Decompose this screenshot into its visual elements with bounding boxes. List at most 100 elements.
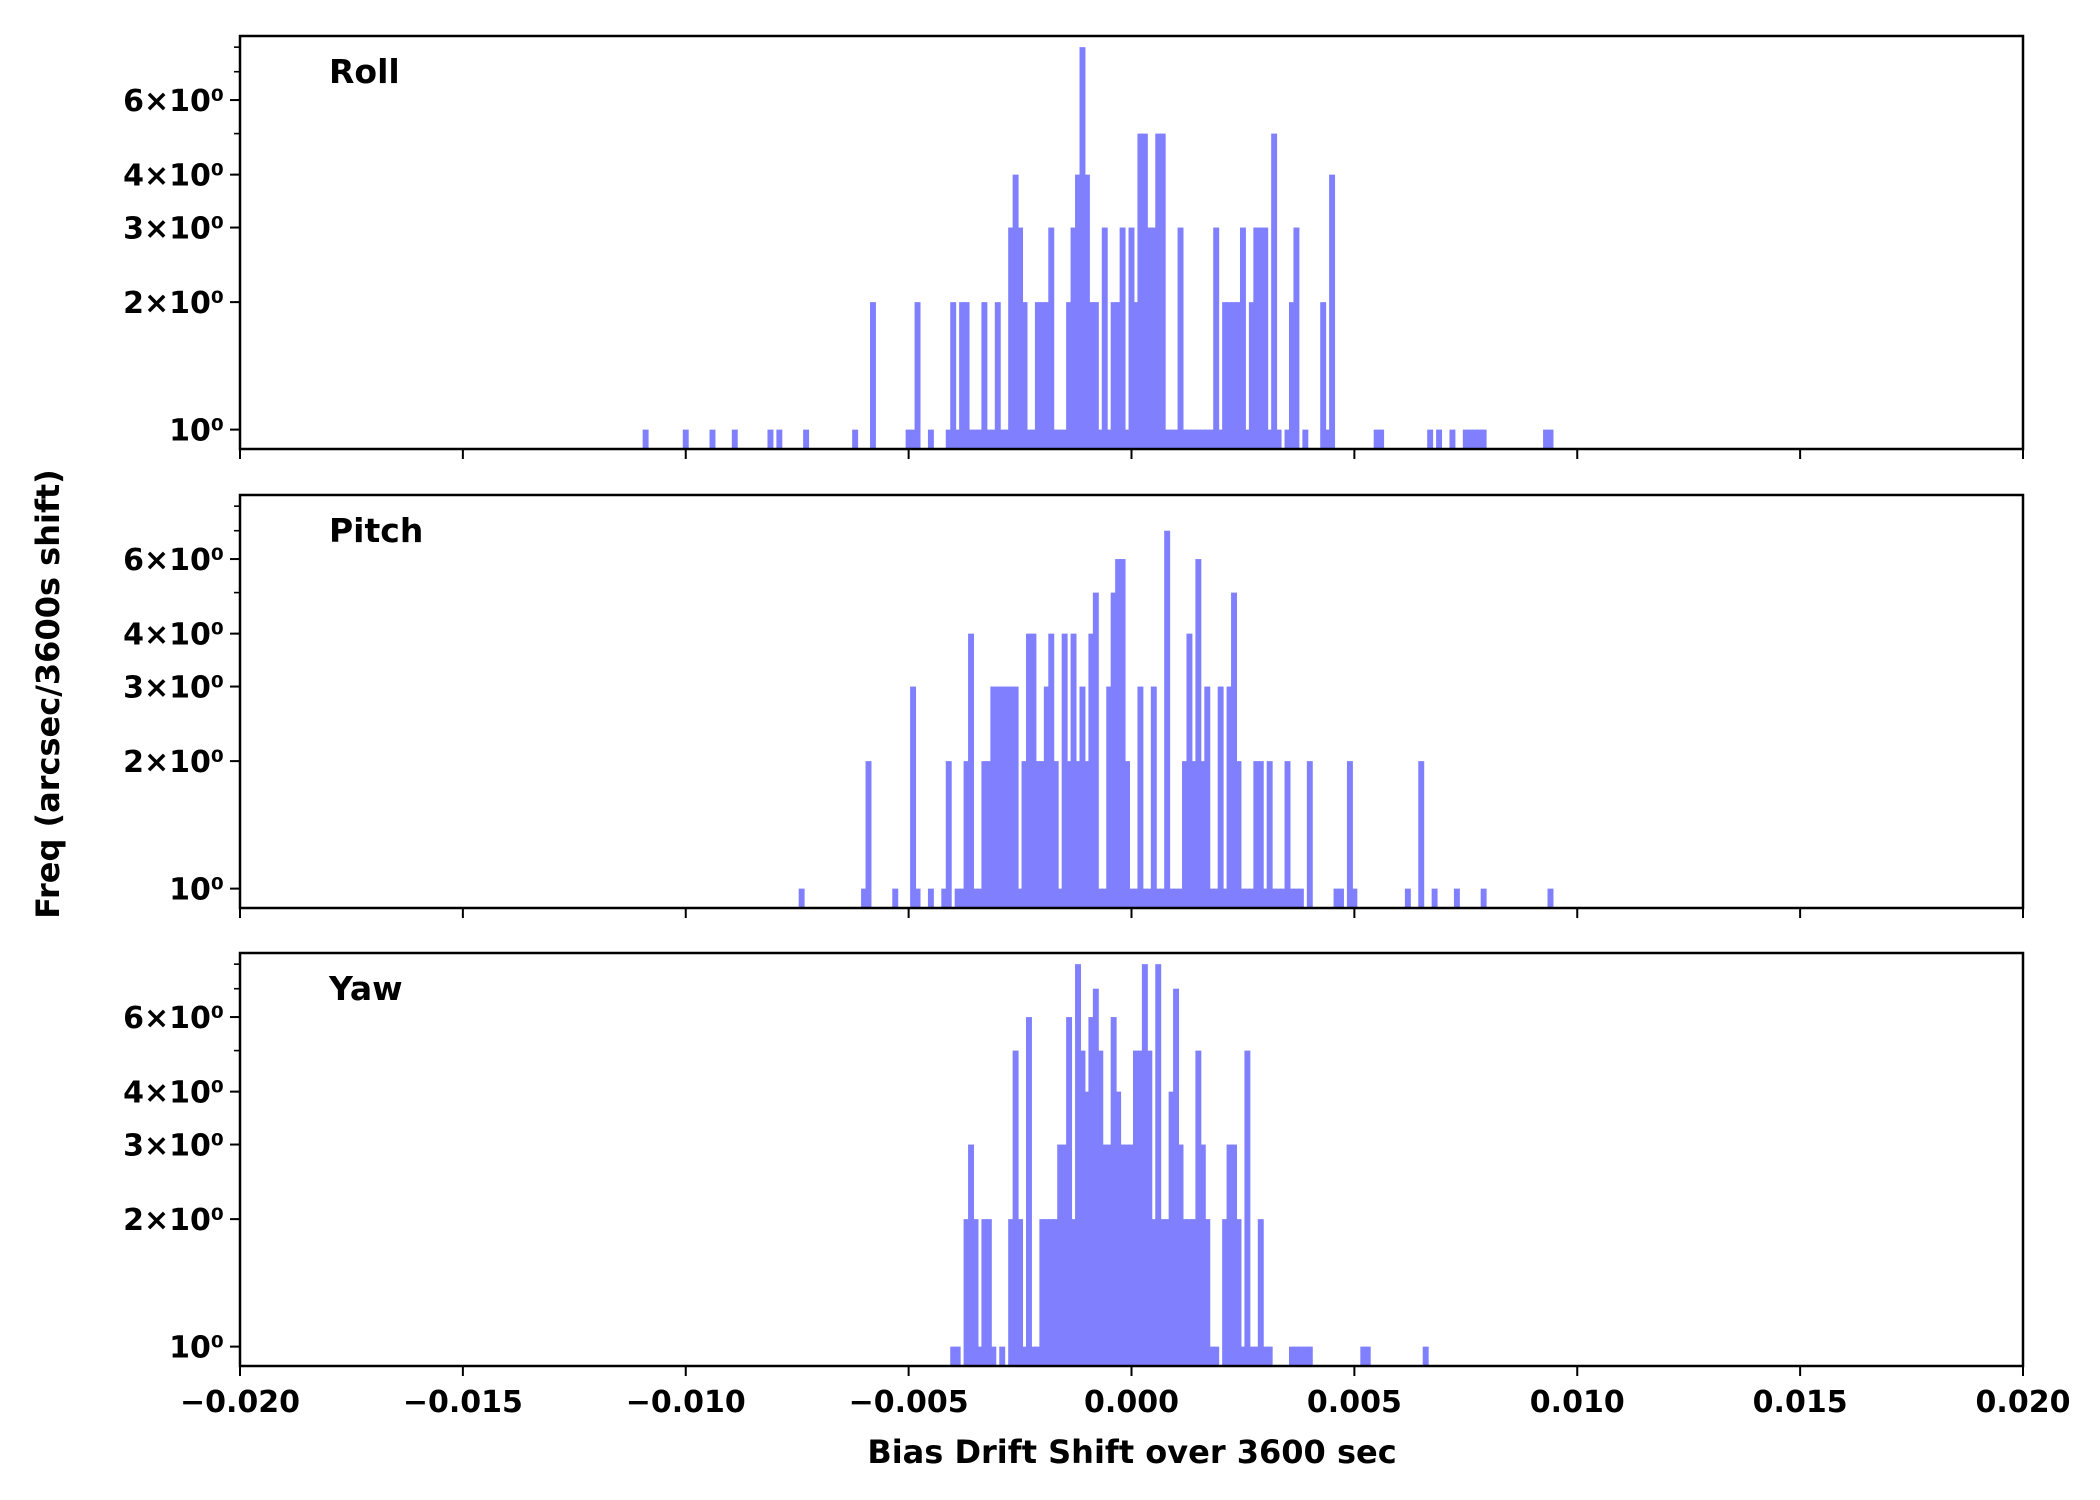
yaw-bar (976, 1346, 983, 1366)
pitch-bar (1070, 633, 1077, 908)
roll-bar (1471, 429, 1478, 449)
roll-bar (1378, 429, 1385, 449)
x-tick-label: −0.010 (626, 1385, 746, 1420)
roll-bar (1271, 133, 1278, 449)
pitch-bar (798, 888, 805, 908)
pitch-bar (1106, 686, 1113, 908)
pitch-bar (1239, 888, 1246, 908)
yaw-bar (1070, 1219, 1077, 1366)
roll-bar (1159, 133, 1166, 449)
pitch-bar (972, 888, 979, 908)
roll-bar (1106, 429, 1113, 449)
yaw-bar (972, 1219, 979, 1366)
roll-bar (1195, 429, 1202, 449)
roll-bar (959, 302, 966, 449)
yaw-bar (1235, 1219, 1242, 1366)
roll-bar (999, 429, 1006, 449)
yaw-bar (1061, 1144, 1068, 1366)
pitch-bar (968, 633, 974, 908)
yaw-bar (1034, 1346, 1041, 1366)
pitch-bar (1226, 686, 1233, 908)
roll-bar (914, 302, 921, 449)
roll-bar (905, 429, 912, 449)
roll-bar (1289, 302, 1295, 449)
yaw-y-tick-label: 2×10⁰ (123, 1203, 224, 1238)
roll-bar (963, 302, 970, 449)
yaw-bar (1052, 1219, 1059, 1366)
yaw-bar (1293, 1346, 1300, 1366)
pitch-bar (1066, 761, 1073, 908)
roll-bar (1248, 302, 1255, 449)
roll-bar (1476, 429, 1483, 449)
yaw-bar (1204, 1219, 1211, 1366)
roll-bar (1462, 429, 1469, 449)
pitch-bar (1231, 592, 1237, 908)
pitch-bar (941, 888, 948, 908)
pitch-bar (1101, 888, 1108, 908)
yaw-bar (1297, 1346, 1304, 1366)
roll-bar (976, 429, 983, 449)
roll-bar (1141, 133, 1148, 449)
roll-y-tick-label: 3×10⁰ (123, 212, 224, 247)
roll-bar (1146, 227, 1153, 449)
yaw-bar (954, 1346, 961, 1366)
pitch-bar (1119, 559, 1126, 908)
pitch-y-axis: 10⁰ 2×10⁰ 3×10⁰ 4×10⁰ 6×10⁰ (123, 505, 240, 908)
roll-bar (1186, 429, 1193, 449)
yaw-bar (1190, 1219, 1197, 1366)
roll-bar (1017, 227, 1024, 449)
roll-bar (1008, 227, 1015, 449)
yaw-bar (1360, 1346, 1367, 1366)
pitch-bar (892, 888, 899, 908)
roll-panel-label: Roll (329, 52, 400, 91)
roll-bar (1124, 429, 1131, 449)
pitch-y-tick-label: 2×10⁰ (123, 745, 224, 780)
pitch-bar (865, 761, 872, 908)
pitch-bar (1057, 888, 1064, 908)
roll-bar (1061, 429, 1068, 449)
yaw-bar (1026, 1017, 1032, 1366)
pitch-bar (1480, 888, 1487, 908)
roll-bar (1070, 227, 1077, 449)
roll-bar (1213, 227, 1220, 449)
pitch-bar (1275, 888, 1282, 908)
roll-bar (1190, 429, 1197, 449)
x-tick-label: 0.010 (1530, 1385, 1625, 1420)
x-tick-label: 0.005 (1307, 1385, 1402, 1420)
pitch-bar (1262, 888, 1269, 908)
yaw-bar (1222, 1219, 1229, 1366)
roll-bar (767, 429, 774, 449)
pitch-bar (1253, 761, 1260, 908)
yaw-bar (1124, 1144, 1131, 1366)
pitch-bar (963, 761, 970, 908)
roll-bar (1257, 227, 1264, 449)
yaw-bar (1164, 1219, 1171, 1366)
roll-bar (1204, 429, 1211, 449)
yaw-bar (1119, 1144, 1126, 1366)
pitch-bar (994, 686, 1001, 908)
yaw-bar (1030, 1346, 1037, 1366)
yaw-x-axis: −0.020 −0.015 −0.010 −0.005 0.000 0.005 0.010 0… (180, 1366, 2070, 1420)
roll-bar (1320, 302, 1327, 449)
yaw-bar (1422, 1346, 1429, 1366)
yaw-bar (1066, 1017, 1073, 1366)
yaw-bar (1155, 964, 1162, 1366)
roll-bar (994, 302, 1001, 449)
pitch-bar (1097, 888, 1104, 908)
x-tick-label: −0.015 (403, 1385, 523, 1420)
roll-bar (1026, 429, 1032, 449)
yaw-y-tick-label: 6×10⁰ (123, 1001, 224, 1036)
roll-bar (642, 429, 649, 449)
roll-bar (1177, 227, 1184, 449)
yaw-bar (1306, 1346, 1313, 1366)
roll-bar (1079, 47, 1086, 450)
roll-bar (709, 429, 716, 449)
yaw-bar (985, 1219, 992, 1366)
roll-bar (1021, 302, 1028, 449)
yaw-bar (1039, 1219, 1046, 1366)
roll-bar (1101, 227, 1108, 449)
roll-bar (1217, 429, 1224, 449)
pitch-bar (1547, 888, 1554, 908)
yaw-y-axis: 10⁰ 2×10⁰ 3×10⁰ 4×10⁰ 6×10⁰ (123, 963, 240, 1366)
pitch-bar (1217, 686, 1224, 908)
